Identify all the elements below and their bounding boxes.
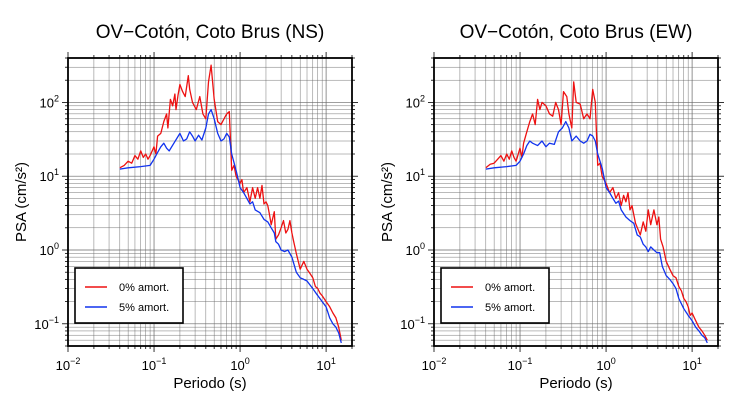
legend-label: 0% amort.	[485, 282, 535, 294]
y-tick-label: 10−1	[400, 315, 425, 332]
x-tick-label: 101	[316, 356, 335, 373]
chart-title: OV−Cotón, Coto Brus (NS)	[96, 22, 325, 43]
x-tick-label-base: 10	[230, 358, 244, 373]
x-tick-label-exp: 0	[611, 356, 616, 366]
series-line-red	[485, 81, 708, 341]
x-tick-label-base: 10	[56, 358, 70, 373]
legend-box	[74, 267, 184, 324]
x-tick-label-exp: −1	[156, 356, 166, 366]
y-tick-label-exp: 0	[420, 241, 425, 251]
x-tick-label-exp: −1	[522, 356, 532, 366]
legend: 0% amort. 5% amort.	[440, 267, 550, 324]
y-tick-label-base: 10	[406, 169, 420, 184]
y-tick-label: 101	[406, 167, 425, 184]
y-tick-label: 100	[40, 241, 59, 258]
x-tick-label-exp: 0	[245, 356, 250, 366]
grid-lines	[434, 58, 718, 346]
data-series-group	[485, 81, 708, 344]
y-axis-label: PSA (cm/s²)	[379, 162, 396, 242]
y-axis-label: PSA (cm/s²)	[13, 162, 30, 242]
y-tick-label-base: 10	[40, 95, 54, 110]
x-axis-label: Periodo (s)	[173, 375, 246, 392]
y-tick-label-base: 10	[400, 317, 414, 332]
x-tick-label: 10−2	[56, 356, 81, 373]
x-tick-label: 100	[230, 356, 249, 373]
x-tick-label: 10−1	[508, 356, 533, 373]
legend-label: 5% amort.	[119, 302, 169, 314]
y-tick-label-base: 10	[40, 243, 54, 258]
y-tick-label: 102	[406, 93, 425, 110]
legend: 0% amort. 5% amort.	[74, 267, 184, 324]
x-tick-label: 101	[682, 356, 701, 373]
x-tick-label: 10−2	[422, 356, 447, 373]
series-line-red	[119, 64, 342, 341]
x-tick-label-exp: −2	[70, 356, 80, 366]
legend-box	[440, 267, 550, 324]
y-tick-label-base: 10	[40, 169, 54, 184]
y-tick-label-exp: 0	[54, 241, 59, 251]
y-tick-label: 102	[40, 93, 59, 110]
x-tick-label-base: 10	[316, 358, 330, 373]
x-tick-label-base: 10	[142, 358, 156, 373]
chart-title: OV−Cotón, Coto Brus (EW)	[460, 22, 693, 43]
y-tick-label-exp: −1	[415, 315, 425, 325]
x-tick-label-exp: −2	[436, 356, 446, 366]
plot-frame	[433, 57, 719, 347]
x-tick-label: 10−1	[142, 356, 167, 373]
x-tick-label-base: 10	[682, 358, 696, 373]
x-tick-label-base: 10	[422, 358, 436, 373]
x-tick-label-exp: 1	[331, 356, 336, 366]
y-tick-label: 100	[406, 241, 425, 258]
series-line-blue	[119, 108, 342, 344]
y-tick-label-base: 10	[406, 95, 420, 110]
y-tick-label-exp: −1	[49, 315, 59, 325]
grid-lines	[68, 58, 352, 346]
legend-label: 0% amort.	[119, 282, 169, 294]
x-tick-label-base: 10	[508, 358, 522, 373]
x-tick-label-base: 10	[596, 358, 610, 373]
y-tick-label-exp: 1	[420, 167, 425, 177]
y-tick-label-exp: 1	[54, 167, 59, 177]
y-tick-label-base: 10	[34, 317, 48, 332]
legend-label: 5% amort.	[485, 302, 535, 314]
y-tick-label: 10−1	[34, 315, 59, 332]
x-axis-label: Periodo (s)	[539, 375, 612, 392]
y-tick-label-exp: 2	[54, 93, 59, 103]
y-tick-label-base: 10	[406, 243, 420, 258]
y-tick-label: 101	[40, 167, 59, 184]
y-tick-label-exp: 2	[420, 93, 425, 103]
x-tick-label: 100	[596, 356, 615, 373]
plot-frame	[67, 57, 353, 347]
data-series-group	[119, 64, 342, 344]
series-line-blue	[485, 120, 708, 344]
x-tick-label-exp: 1	[697, 356, 702, 366]
